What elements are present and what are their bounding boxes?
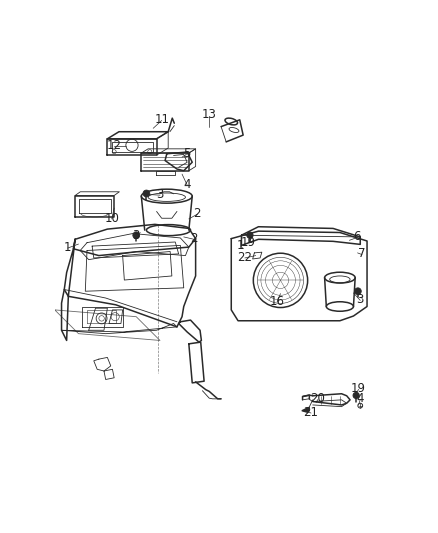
- Text: 4: 4: [184, 178, 191, 191]
- Text: 12: 12: [107, 139, 122, 152]
- Polygon shape: [302, 407, 309, 413]
- Text: 7: 7: [358, 247, 366, 261]
- Text: 10: 10: [104, 212, 119, 225]
- Text: 5: 5: [184, 147, 191, 159]
- Text: 16: 16: [270, 295, 285, 308]
- Text: 22: 22: [237, 251, 252, 264]
- Text: 3: 3: [156, 188, 164, 201]
- Text: 19: 19: [351, 382, 366, 395]
- Text: 2: 2: [190, 232, 198, 245]
- Text: 1: 1: [64, 240, 71, 254]
- Text: 4: 4: [357, 392, 364, 405]
- Text: 20: 20: [311, 392, 325, 405]
- Text: 1: 1: [237, 239, 244, 252]
- Text: 6: 6: [353, 230, 360, 244]
- Text: 2: 2: [194, 207, 201, 220]
- Text: 13: 13: [202, 108, 217, 121]
- Circle shape: [143, 190, 150, 197]
- Circle shape: [247, 232, 253, 238]
- Circle shape: [353, 392, 359, 399]
- Circle shape: [354, 288, 361, 295]
- Text: 11: 11: [154, 114, 169, 126]
- Text: 3: 3: [357, 293, 364, 306]
- Text: 19: 19: [241, 236, 256, 248]
- Text: 21: 21: [304, 406, 318, 419]
- Circle shape: [133, 232, 140, 239]
- Text: 3: 3: [133, 229, 140, 242]
